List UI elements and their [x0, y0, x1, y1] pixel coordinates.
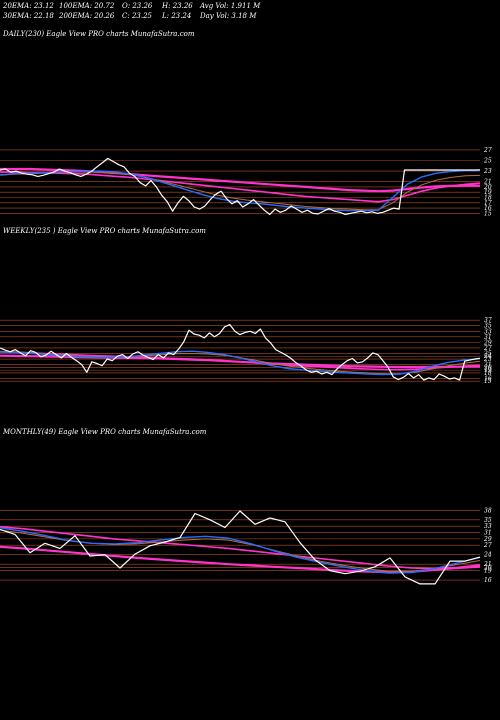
tick-label-0-8: 16: [484, 205, 492, 212]
tick-label-1-8: 23: [483, 356, 492, 363]
tick-label-2-6: 24: [483, 552, 492, 559]
series-ema100-1: [0, 351, 481, 371]
tick-label-1-10: 20: [483, 364, 492, 371]
header-ema200: 200EMA: 20.26: [59, 12, 115, 20]
tick-label-0-7: 17: [484, 200, 492, 207]
tick-label-1-13: 16: [484, 375, 492, 382]
series-price-1: [0, 324, 481, 381]
tick-label-1-2: 33: [484, 328, 492, 335]
header-dayvol: Day Vol: 3.18 M: [200, 12, 257, 20]
tick-label-2-2: 33: [484, 523, 492, 530]
tick-label-0-1: 25: [483, 158, 492, 165]
series-ema200-2: [0, 545, 481, 574]
header-close: C: 23.25: [122, 12, 152, 20]
series-ema20-1: [0, 350, 481, 376]
series-ema30-0: [0, 171, 481, 211]
header-low: L: 23.24: [162, 12, 192, 20]
tick-label-0-9: 15: [484, 210, 492, 217]
header-ema100: 100EMA: 20.72: [59, 2, 115, 10]
tick-label-0-2: 23: [483, 168, 492, 175]
tick-label-2-0: 38: [484, 507, 492, 514]
tick-label-0-0: 27: [483, 147, 492, 154]
monthly-panel-title: MONTHLY(49) Eagle View PRO charts Munafa…: [3, 428, 207, 436]
header-ema20: 20EMA: 23.12: [3, 2, 54, 10]
tick-label-1-14: 15: [484, 378, 492, 385]
tick-label-2-9: 19: [484, 568, 492, 575]
series-ema20-0: [0, 169, 481, 212]
tick-label-2-4: 29: [483, 536, 492, 543]
tick-label-1-9: 21: [483, 362, 492, 369]
series-ema100-2: [0, 526, 481, 570]
tick-label-1-4: 29: [483, 339, 492, 346]
tick-label-1-5: 27: [483, 345, 492, 352]
series-price-2: [0, 510, 481, 585]
header-open: O: 23.26: [122, 2, 153, 10]
tick-label-2-1: 35: [484, 517, 492, 524]
tick-label-1-7: 24: [483, 353, 492, 360]
header-ema30: 30EMA: 22.18: [3, 12, 54, 20]
tick-label-2-10: 16: [484, 577, 492, 584]
tick-label-1-0: 37: [484, 317, 492, 324]
tick-label-2-7: 21: [483, 561, 492, 568]
weekly-panel-title: WEEKLY(235 ) Eagle View PRO charts Munaf…: [3, 227, 206, 235]
tick-label-1-6: 25: [483, 350, 492, 357]
tick-label-0-4: 20: [483, 184, 492, 191]
header-high: H: 23.26: [162, 2, 193, 10]
tick-label-1-11: 19: [484, 367, 492, 374]
tick-label-1-3: 31: [484, 334, 492, 341]
tick-label-2-5: 27: [483, 542, 492, 549]
tick-label-2-8: 20: [483, 564, 492, 571]
tick-label-1-12: 18: [484, 370, 492, 377]
tick-label-1-1: 35: [484, 323, 492, 330]
tick-label-0-6: 18: [484, 195, 492, 202]
header-avgvol: Avg Vol: 1.911 M: [200, 2, 261, 10]
daily-panel-title: DAILY(230) Eagle View PRO charts MunafaS…: [3, 30, 195, 38]
tick-label-2-3: 31: [484, 530, 492, 537]
tick-label-0-3: 21: [483, 179, 492, 186]
series-price-0: [0, 157, 481, 215]
tick-label-0-5: 19: [484, 189, 492, 196]
